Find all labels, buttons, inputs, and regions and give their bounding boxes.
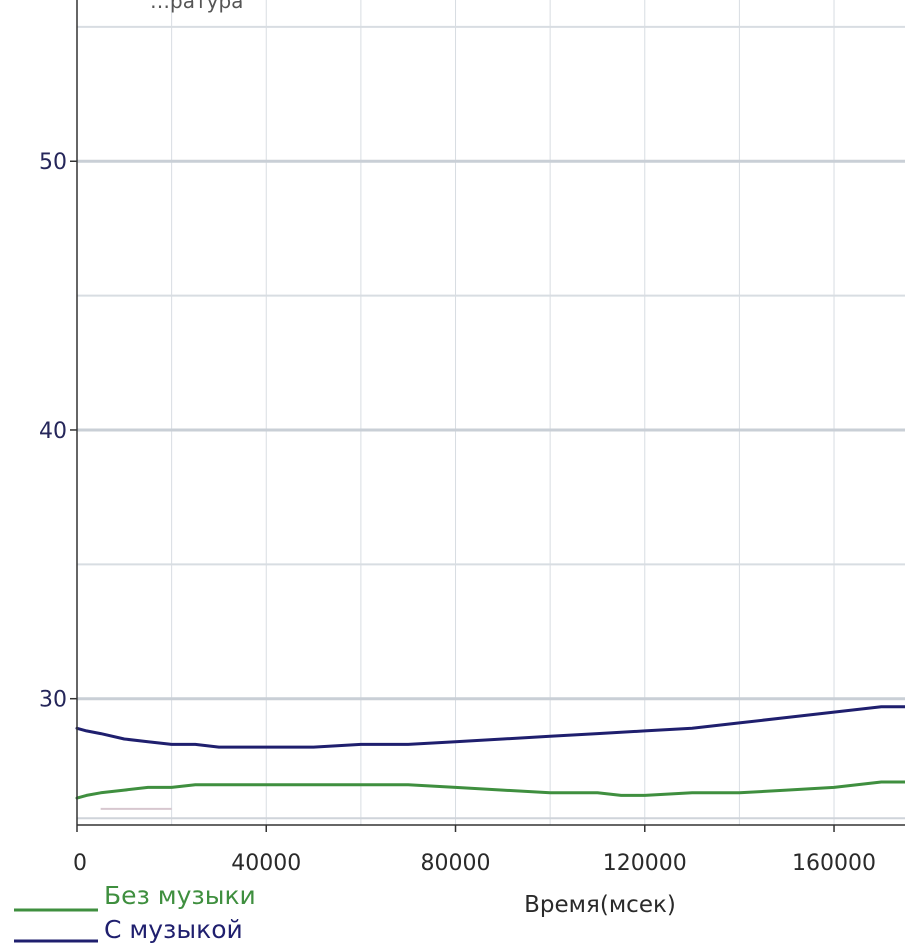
series-line-s-muzykoy	[75, 705, 905, 749]
x-tick-label: 80000	[421, 851, 491, 876]
x-axis-ticks: 0 40000 80000 120000 160000	[73, 825, 876, 876]
chart-axes	[76, 0, 905, 826]
x-tick-label: 120000	[603, 851, 687, 876]
x-tick-label: 40000	[231, 851, 301, 876]
x-tick-label: 160000	[792, 851, 876, 876]
y-axis-ticks: 30 40 50	[39, 150, 77, 713]
legend-label-bez-muzyki: Без музыки	[104, 881, 256, 910]
legend-item-bez-muzyki: Без музыки	[14, 881, 256, 912]
chart-residual-lines	[77, 807, 905, 820]
chart-grid	[77, 0, 905, 825]
x-tick-label: 0	[73, 851, 87, 876]
chart-series	[75, 705, 905, 800]
legend-label-s-muzykoy: С музыкой	[104, 915, 243, 944]
x-axis-title: Время(мсек)	[524, 892, 676, 918]
legend-item-s-muzykoy: С музыкой	[14, 915, 243, 944]
legend: Без музыки С музыкой	[14, 881, 256, 944]
series-line-bez-muzyki	[75, 780, 905, 800]
chart-title-fragment: …ратура	[150, 0, 243, 13]
y-tick-label: 40	[39, 419, 67, 444]
y-tick-label: 30	[39, 688, 67, 713]
y-tick-label: 50	[39, 150, 67, 175]
